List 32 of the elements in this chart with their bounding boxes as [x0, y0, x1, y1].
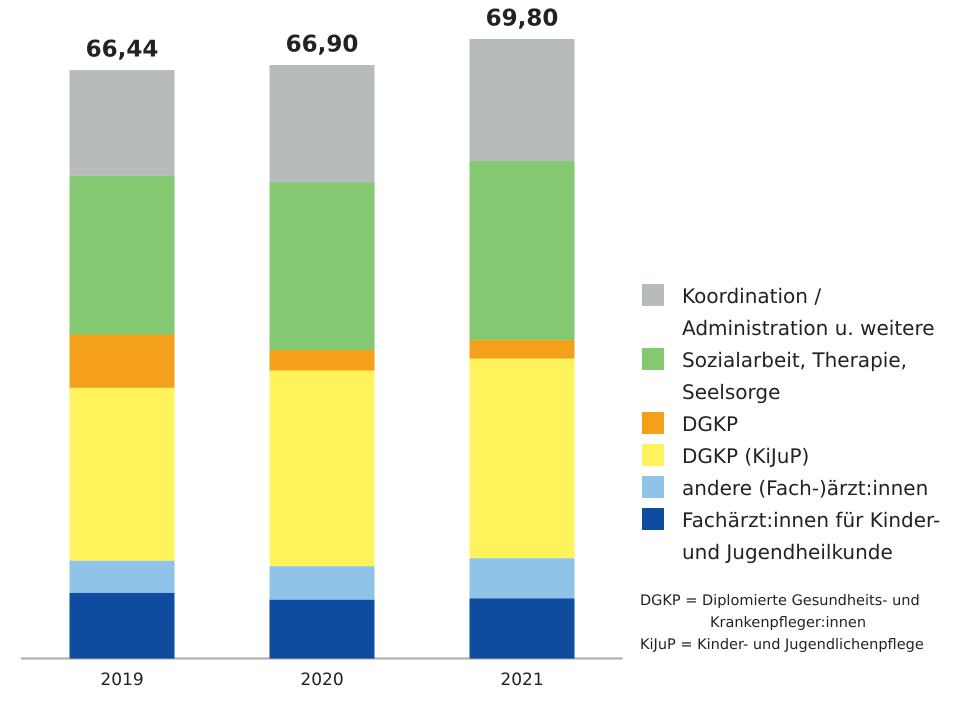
annotation: 66,90 — [286, 31, 358, 58]
bar — [470, 340, 574, 359]
text: KiJuP = Kinder- und Jugendlichenpflege — [640, 636, 925, 655]
annotation: 66,44 — [86, 36, 158, 62]
bar — [270, 350, 374, 370]
bar — [470, 358, 574, 558]
x-tick-label: 2020 — [300, 670, 344, 690]
bar — [70, 592, 174, 659]
annotation: 69,80 — [486, 5, 558, 32]
bar — [470, 598, 574, 659]
legend-label: DGKP — [682, 411, 738, 438]
bar — [270, 600, 374, 659]
bar — [270, 370, 374, 566]
bar — [70, 176, 174, 335]
legend-label: DGKP (KiJuP) — [682, 443, 810, 470]
bar — [70, 70, 174, 176]
bar — [70, 334, 174, 388]
x-tick-label: 2019 — [100, 670, 144, 690]
bar — [470, 558, 574, 598]
bar — [270, 182, 374, 350]
legend-label: Sozialarbeit, Therapie, Seelsorge — [682, 347, 908, 406]
bar — [270, 65, 374, 182]
text: DGKP = Diplomierte Gesundheits- und Krankenpfleger:innen — [640, 592, 921, 633]
bar — [270, 566, 374, 600]
bar — [470, 39, 574, 162]
x-tick-label: 2021 — [500, 670, 544, 690]
bar — [70, 388, 174, 561]
legend-label: Fachärzt:innen für Kinder- und Jugendheilkunde — [682, 507, 942, 566]
legend-label: andere (Fach-)ärzt:innen — [682, 475, 928, 502]
bar — [470, 161, 574, 340]
bar — [70, 560, 174, 593]
legend-label: Koordination / Administration u. weitere — [682, 283, 936, 342]
